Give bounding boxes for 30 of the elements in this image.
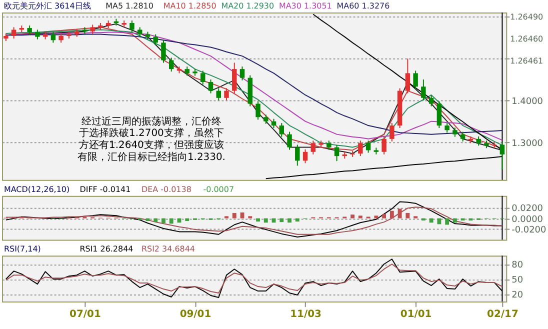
x-tick-label: 09/01 — [180, 308, 212, 320]
y-tick-label: 50 — [512, 276, 524, 286]
annotation: 经过近三周的振荡调整，汇价终于选择跌破1.2700支撑，虽然下方还有1.2640支撑，但强度应该有限，汇价目标已经指向1.2330. — [77, 115, 226, 164]
text: MA20 1.2930 — [221, 2, 274, 11]
y-tick-label: 80 — [512, 260, 524, 271]
y-tick-label: 20 — [512, 290, 524, 300]
text: RSI2 34.6844 — [141, 244, 195, 254]
y-tick-label: 1.3000 — [512, 138, 544, 149]
chart-title: RSI(7,14) — [4, 244, 41, 254]
series-label: MA5 1.2810 — [106, 2, 154, 11]
text: DIFF -0.0141 — [80, 184, 131, 194]
x-tick-label: 11/03 — [290, 308, 322, 320]
y-tick-label: -0.0200 — [512, 226, 546, 236]
text: -0.0007 — [203, 184, 234, 194]
text: 1.26461 — [510, 56, 544, 66]
text: MA10 1.2850 — [163, 2, 216, 11]
text: MA30 1.3051 — [278, 2, 332, 11]
text: DEA -0.0138 — [141, 184, 192, 194]
y-tick-label: 1.4000 — [512, 96, 544, 107]
x-tick-label: 01/01 — [400, 308, 432, 320]
chart-title: MACD(12,26,10) — [4, 184, 70, 194]
x-tick-label: 07/01 — [70, 308, 101, 320]
chart-title: 欧元美元外汇 3614日线 — [4, 2, 91, 11]
text: RSI1 26.2844 — [80, 244, 134, 254]
text: 1.26490 — [510, 12, 544, 22]
text: 1.26460 — [510, 34, 544, 44]
text: MA60 1.3276 — [336, 2, 390, 11]
x-tick-label: 02/17 — [487, 308, 518, 320]
y-tick-label: 0.0200 — [512, 204, 544, 214]
y-tick-label: 0.0000 — [512, 214, 544, 225]
